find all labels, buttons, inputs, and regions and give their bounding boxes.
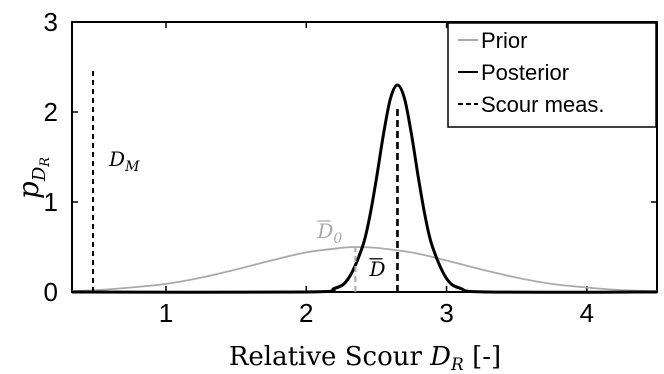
x-tick-label: 2: [299, 298, 313, 328]
series-line-posterior: [71, 83, 658, 294]
y-tick-label: 1: [44, 187, 58, 217]
y-tick-label: 0: [44, 277, 58, 307]
legend-entry: Prior: [481, 28, 527, 53]
prior-mean-label: D0: [316, 219, 342, 247]
x-tick-label: 3: [439, 298, 453, 328]
x-tick-label: 1: [159, 298, 173, 328]
y-axis-label: pDR: [12, 157, 53, 199]
legend-entry: Posterior: [481, 60, 569, 85]
legend: Prior Posterior Scour meas.: [447, 22, 657, 128]
measurement-label-dm: DM: [108, 147, 140, 175]
axes-box: [71, 21, 658, 293]
x-tick-label: 4: [580, 298, 594, 328]
x-axis-label: Relative Scour DR [-]: [229, 342, 501, 374]
series-line-prior: [71, 246, 658, 292]
y-tick-label: 2: [44, 97, 58, 127]
y-tick-label: 3: [44, 7, 58, 37]
annotations: DM D D0: [92, 68, 399, 292]
legend-box: [447, 22, 657, 128]
legend-entry: Scour meas.: [481, 92, 605, 117]
measurement-label-dbar: D: [368, 257, 385, 281]
